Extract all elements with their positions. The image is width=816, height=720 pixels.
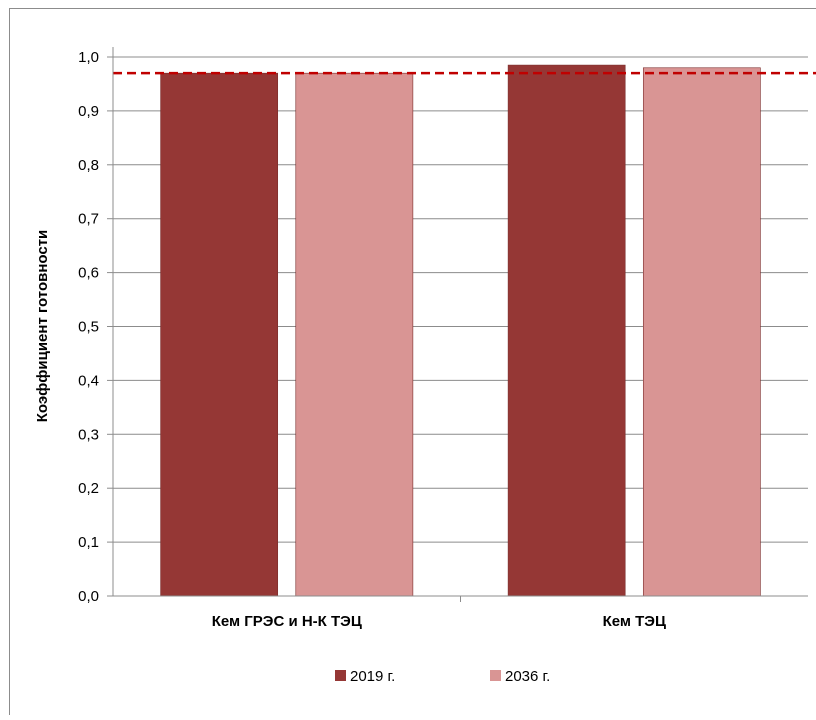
bar-1-2 bbox=[508, 65, 625, 596]
y-tick-label: 0,1 bbox=[78, 534, 99, 551]
y-tick-label: 0,2 bbox=[78, 480, 99, 497]
y-tick-label: 0,9 bbox=[78, 103, 99, 120]
legend-swatch-2 bbox=[490, 670, 501, 681]
bar-2-2 bbox=[643, 68, 760, 596]
y-tick-label: 0,0 bbox=[78, 588, 99, 605]
y-tick-label: 0,6 bbox=[78, 265, 99, 282]
legend-label-1: 2019 г. bbox=[350, 668, 395, 685]
y-tick-label: 0,3 bbox=[78, 426, 99, 443]
y-axis-title: Коэффициент готовности bbox=[34, 230, 51, 423]
y-tick-label: 1,0 bbox=[78, 49, 99, 66]
y-tick-label: 0,7 bbox=[78, 211, 99, 228]
x-category-label: Кем ТЭЦ bbox=[603, 613, 666, 630]
y-tick-label: 0,5 bbox=[78, 319, 99, 336]
legend-label-2: 2036 г. bbox=[505, 668, 550, 685]
y-tick-label: 0,8 bbox=[78, 157, 99, 174]
bar-2-1 bbox=[296, 73, 413, 596]
x-category-label: Кем ГРЭС и Н-К ТЭЦ bbox=[212, 613, 362, 630]
legend-swatch-1 bbox=[335, 670, 346, 681]
bar-1-1 bbox=[161, 73, 278, 596]
y-tick-label: 0,4 bbox=[78, 372, 99, 389]
